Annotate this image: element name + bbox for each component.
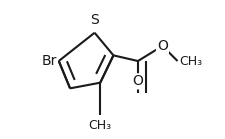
Text: S: S bbox=[90, 13, 99, 27]
Text: O: O bbox=[157, 39, 168, 53]
Text: Br: Br bbox=[41, 54, 56, 68]
Text: O: O bbox=[133, 74, 143, 88]
Text: CH₃: CH₃ bbox=[179, 54, 202, 68]
Text: CH₃: CH₃ bbox=[89, 119, 112, 131]
